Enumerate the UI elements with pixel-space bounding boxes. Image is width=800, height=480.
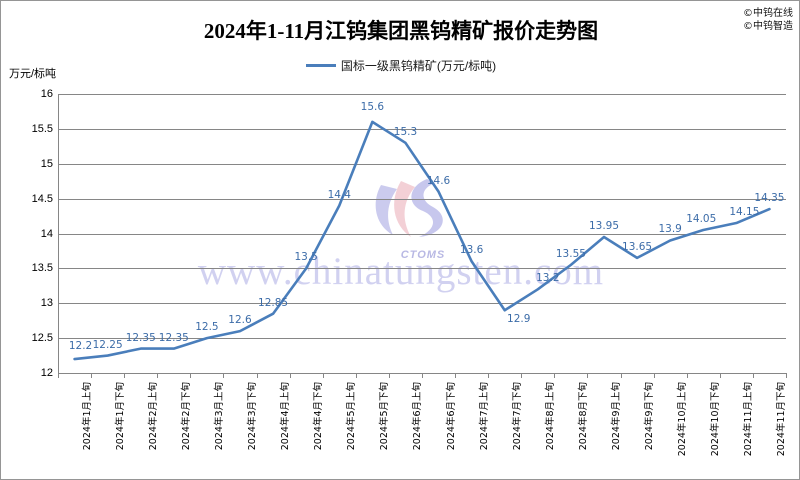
y-axis-title: 万元/标吨 [9, 68, 57, 80]
data-point-label: 13.9 [658, 223, 682, 236]
brand-line-1: ©中钨在线 [743, 8, 793, 19]
grid-line [58, 233, 786, 235]
data-point-label: 12.35 [158, 331, 189, 344]
x-axis-tick [58, 373, 59, 378]
legend-item-0: 国标一级黑钨精矿(万元/标吨) [305, 57, 497, 74]
data-point-label: 13.5 [294, 251, 318, 264]
x-axis-tick [752, 373, 754, 378]
x-axis-tick [653, 373, 655, 378]
y-axis-tick-labels: 12 12.5 13 13.5 14 14.5 15 15.5 16 [5, 88, 53, 379]
series-line-chart [73, 120, 771, 361]
x-tick-label: 2024年1月上旬 [81, 382, 93, 451]
x-axis-tick [719, 373, 721, 378]
x-tick-label: 2024年6月下旬 [445, 382, 457, 451]
x-tick-label: 2024年7月上旬 [478, 382, 490, 451]
grid-line [58, 198, 786, 200]
data-point-label: 13.55 [555, 247, 586, 260]
x-axis-tick [554, 373, 556, 378]
x-axis-tick [455, 373, 457, 378]
x-axis-tick [587, 373, 589, 378]
y-tick-label: 13.5 [31, 262, 53, 275]
data-point-label: 14.05 [686, 213, 717, 225]
x-axis-tick [124, 373, 126, 378]
y-tick-label: 15 [40, 157, 53, 170]
x-tick-label: 2024年9月上旬 [611, 382, 622, 451]
data-point-label: 14.35 [754, 192, 785, 205]
x-tick-label: 2024年3月上旬 [213, 382, 225, 451]
data-point-label: 12.2 [68, 340, 93, 353]
data-point-label: 15.6 [360, 100, 385, 113]
x-tick-label: 2024年6月上旬 [412, 382, 424, 451]
legend-item-label: 国标一级黑钨精矿(万元/标吨) [340, 59, 497, 73]
x-axis-tick [256, 373, 258, 378]
data-point-label: 14.15 [729, 206, 760, 219]
data-point-label: 13.6 [459, 244, 484, 257]
y-tick-label: 16 [40, 88, 53, 100]
x-axis-tick [157, 373, 159, 378]
grid-line [58, 338, 786, 340]
x-tick-label: 2024年4月下旬 [313, 382, 325, 451]
grid-line [58, 163, 786, 165]
data-point-label: 12.5 [195, 321, 219, 334]
x-tick-label: 2024年4月上旬 [280, 382, 292, 451]
y-tick-label: 14 [40, 227, 53, 240]
y-tick-label: 12.5 [31, 332, 53, 345]
data-point-label: 13.95 [588, 219, 620, 232]
x-tick-label: 2024年2月下旬 [180, 382, 192, 451]
x-tick-label: 2024年8月下旬 [577, 382, 589, 451]
y-tick-label: 14.5 [31, 192, 53, 205]
x-axis-tick [620, 373, 622, 378]
x-axis-tick [521, 373, 523, 378]
page-title: 2024年1-11月江钨集团黑钨精矿报价走势图 [203, 19, 599, 43]
x-axis-tick [289, 373, 291, 378]
x-axis-tick [190, 373, 192, 378]
y-tick-label: 12 [40, 367, 53, 379]
grid-line [58, 128, 786, 130]
data-point-label: 12.35 [125, 331, 156, 344]
x-axis-tick [322, 373, 324, 378]
grid-line [58, 268, 786, 270]
x-axis-tick [355, 373, 357, 378]
x-tick-label: 2024年7月下旬 [511, 382, 523, 451]
x-axis-tick [388, 373, 390, 378]
legend-line-icon [305, 64, 336, 67]
x-tick-label: 2024年10月上旬 [677, 382, 689, 457]
x-axis-tick [91, 373, 93, 378]
data-point-label: 13.65 [622, 240, 653, 253]
data-point-label: 12.85 [258, 296, 289, 309]
data-point-label: 12.9 [507, 313, 531, 326]
data-point-label: 14.4 [327, 188, 351, 201]
x-tick-label: 2024年9月下旬 [644, 382, 656, 451]
x-tick-label: 2024年5月下旬 [379, 382, 391, 451]
grid-line [58, 303, 786, 305]
data-point-label: 12.25 [92, 338, 123, 351]
x-tick-label: 2024年3月下旬 [247, 382, 258, 451]
chart-legend: 国标一级黑钨精矿(万元/标吨) [1, 56, 799, 74]
data-point-label: 13.2 [536, 272, 560, 285]
data-point-label: 14.6 [426, 174, 451, 187]
x-axis-tick [422, 373, 423, 378]
x-tick-label: 2024年11月下旬 [776, 382, 788, 457]
x-tick-label: 2024年11月上旬 [743, 382, 755, 457]
x-axis-tick [488, 373, 490, 378]
data-point-label: 15.3 [393, 125, 418, 138]
brand-watermark: ©中钨在线 ©中钨智造 [743, 7, 793, 33]
x-tick-label: 2024年8月上旬 [544, 382, 556, 451]
brand-line-2: ©中钨智造 [743, 21, 793, 32]
x-axis-tick [786, 373, 787, 378]
x-axis-tick [686, 373, 688, 378]
x-tick-label: 2024年5月上旬 [346, 382, 358, 451]
series-line [73, 120, 771, 361]
data-point-label: 12.6 [228, 314, 252, 327]
y-tick-label: 13 [40, 297, 53, 310]
x-tick-label: 2024年1月下旬 [114, 382, 126, 451]
x-axis-tick [223, 373, 225, 378]
grid-line [58, 94, 786, 95]
x-tick-label: 2024年2月上旬 [147, 382, 159, 451]
x-tick-label: 2024年10月下旬 [710, 382, 722, 457]
y-tick-label: 15.5 [31, 122, 53, 135]
